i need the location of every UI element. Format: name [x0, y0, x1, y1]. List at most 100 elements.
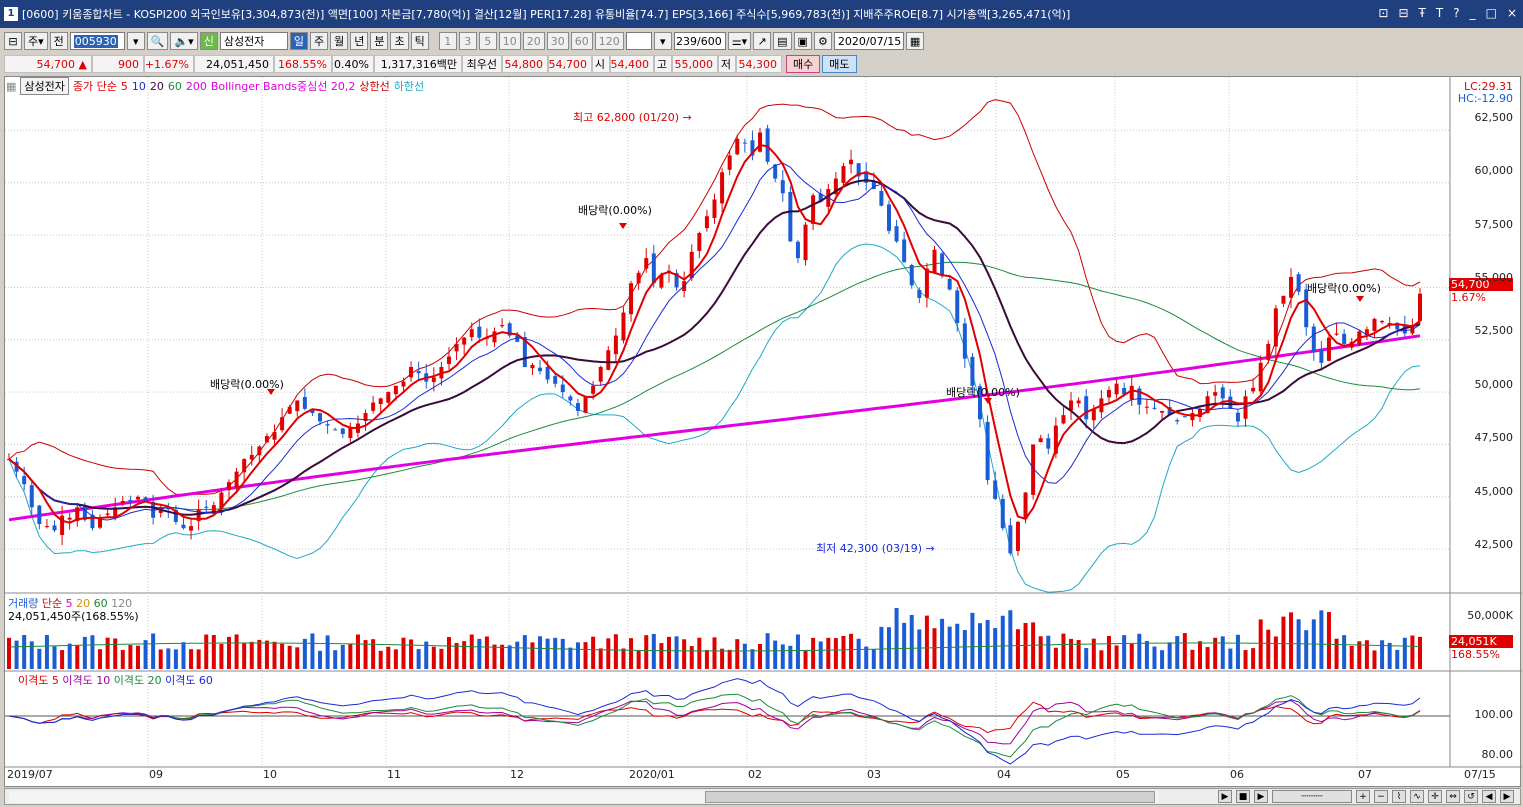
- maximize-icon[interactable]: □: [1485, 6, 1497, 20]
- volume-bar: [393, 649, 398, 669]
- volume-bar: [1205, 647, 1210, 669]
- line-type-icon[interactable]: ∿: [1410, 790, 1424, 803]
- pin-icon[interactable]: Ŧ: [1418, 6, 1426, 20]
- disparity-legend-10: 이격도 10: [62, 674, 111, 687]
- period-select[interactable]: 전: [49, 32, 68, 50]
- stock-name-field[interactable]: 삼성전자: [219, 32, 288, 50]
- zoom-out-icon[interactable]: −: [1374, 790, 1388, 803]
- stock-chart[interactable]: [5, 77, 1522, 788]
- candle-body: [545, 366, 550, 380]
- ma60-line: [8, 261, 1421, 511]
- search-icon[interactable]: 🔍: [146, 32, 169, 50]
- candle-body: [189, 526, 194, 531]
- indicator-icon[interactable]: ▤: [773, 32, 792, 50]
- volume-tag: 24,051K: [1449, 635, 1513, 648]
- candle-body: [113, 507, 118, 518]
- code-dropdown-icon[interactable]: ▾: [126, 32, 145, 50]
- legend-toggle-icon[interactable]: ▦: [6, 79, 17, 93]
- volume-bar: [803, 650, 808, 669]
- volume-bar: [318, 650, 323, 669]
- legend-ma5: 5: [120, 79, 128, 93]
- volume-bar: [894, 608, 899, 669]
- market-type-select[interactable]: 주 ▾: [24, 32, 48, 50]
- interval-dropdown-icon[interactable]: ▾: [653, 32, 672, 50]
- interval-1[interactable]: 1: [438, 32, 457, 50]
- interval-10[interactable]: 10: [498, 32, 521, 50]
- candle-body: [340, 428, 345, 434]
- period-minute[interactable]: 분: [370, 32, 389, 50]
- layout-icon[interactable]: ⊟: [4, 32, 22, 50]
- period-second[interactable]: 초: [390, 32, 409, 50]
- next-icon[interactable]: ▶: [1254, 790, 1268, 803]
- interval-30[interactable]: 30: [546, 32, 569, 50]
- interval-input[interactable]: [625, 32, 652, 50]
- candle-body: [14, 461, 19, 472]
- volume-bar: [181, 642, 186, 669]
- volume-bar: [621, 648, 626, 669]
- minimize-icon[interactable]: _: [1469, 6, 1476, 20]
- chart-area[interactable]: [4, 76, 1522, 788]
- date-input[interactable]: 2020/07/15: [833, 32, 904, 50]
- stock-code-input[interactable]: 005930: [69, 32, 125, 50]
- chart-scrollbar[interactable]: ▶ ■ ▶ ┄┄┄┄ + − ⌇ ∿ ✛ ⇔ ↺ ◀ ▶: [4, 788, 1521, 805]
- candle-body: [1137, 388, 1142, 405]
- disparity-legend-20: 이격도 20: [113, 674, 162, 687]
- period-month[interactable]: 월: [330, 32, 349, 50]
- candle-body: [1000, 498, 1005, 529]
- restore-icon[interactable]: ⊟: [1398, 6, 1409, 20]
- draw-tool-icon[interactable]: ↗: [753, 32, 772, 50]
- volume-bar: [704, 650, 709, 669]
- sell-button[interactable]: 매도: [822, 55, 857, 73]
- candle-body: [1273, 308, 1278, 347]
- candle-body: [272, 431, 277, 440]
- period-week[interactable]: 주: [309, 32, 329, 50]
- volume-bar: [120, 649, 125, 669]
- period-day[interactable]: 일: [289, 32, 308, 50]
- volume-bar: [348, 644, 353, 669]
- candle-body: [1296, 274, 1301, 292]
- save-icon[interactable]: ▣: [793, 32, 812, 50]
- period-tick[interactable]: 틱: [410, 32, 429, 50]
- font-icon[interactable]: T: [1435, 6, 1444, 20]
- candle-body: [363, 413, 368, 422]
- scroll-left-icon[interactable]: ◀: [1482, 790, 1496, 803]
- play-icon[interactable]: ▶: [1218, 790, 1232, 803]
- buy-button[interactable]: 매수: [786, 55, 821, 73]
- y-tick-50000: 50,000: [1474, 378, 1514, 391]
- help-icon[interactable]: ?: [1453, 6, 1460, 20]
- volume-bar: [932, 628, 937, 669]
- chart-type-icon[interactable]: ⌇: [1392, 790, 1406, 803]
- candle-type-icon[interactable]: ⚌▾: [727, 32, 752, 50]
- reset-icon[interactable]: ↺: [1464, 790, 1478, 803]
- interval-120[interactable]: 120: [594, 32, 624, 50]
- count-input[interactable]: 239/600: [673, 32, 726, 50]
- interval-5[interactable]: 5: [478, 32, 497, 50]
- quote-bar: 54,700 ▲ 900 +1.67% 24,051,450 168.55% 0…: [0, 54, 1523, 74]
- candle-body: [105, 513, 110, 515]
- scroll-thumb[interactable]: [705, 791, 1155, 803]
- interval-3[interactable]: 3: [458, 32, 477, 50]
- calendar-icon[interactable]: ▦: [905, 32, 925, 50]
- crosshair-icon[interactable]: ✛: [1428, 790, 1442, 803]
- zoom-slider-icon[interactable]: ┄┄┄┄: [1272, 790, 1352, 803]
- candle-body: [1251, 387, 1256, 392]
- interval-20[interactable]: 20: [522, 32, 545, 50]
- volume-bar: [1084, 648, 1089, 669]
- zoom-in-icon[interactable]: +: [1356, 790, 1370, 803]
- sound-icon[interactable]: 🔈▾: [170, 32, 198, 50]
- stop-icon[interactable]: ■: [1236, 790, 1250, 803]
- link-icon[interactable]: ⊡: [1378, 6, 1389, 20]
- close-icon[interactable]: ×: [1506, 6, 1517, 20]
- candle-body: [1167, 407, 1172, 416]
- interval-60[interactable]: 60: [570, 32, 593, 50]
- candle-body: [522, 337, 527, 367]
- settings-icon[interactable]: ⚙: [813, 32, 832, 50]
- scroll-right-icon[interactable]: ▶: [1500, 790, 1514, 803]
- period-year[interactable]: 년: [350, 32, 369, 50]
- candle-body: [226, 482, 231, 491]
- candle-body: [712, 199, 717, 218]
- legend-stock-name[interactable]: 삼성전자: [20, 77, 69, 95]
- fit-icon[interactable]: ⇔: [1446, 790, 1460, 803]
- low-value: 54,300: [736, 55, 782, 73]
- volume-bar: [249, 641, 254, 669]
